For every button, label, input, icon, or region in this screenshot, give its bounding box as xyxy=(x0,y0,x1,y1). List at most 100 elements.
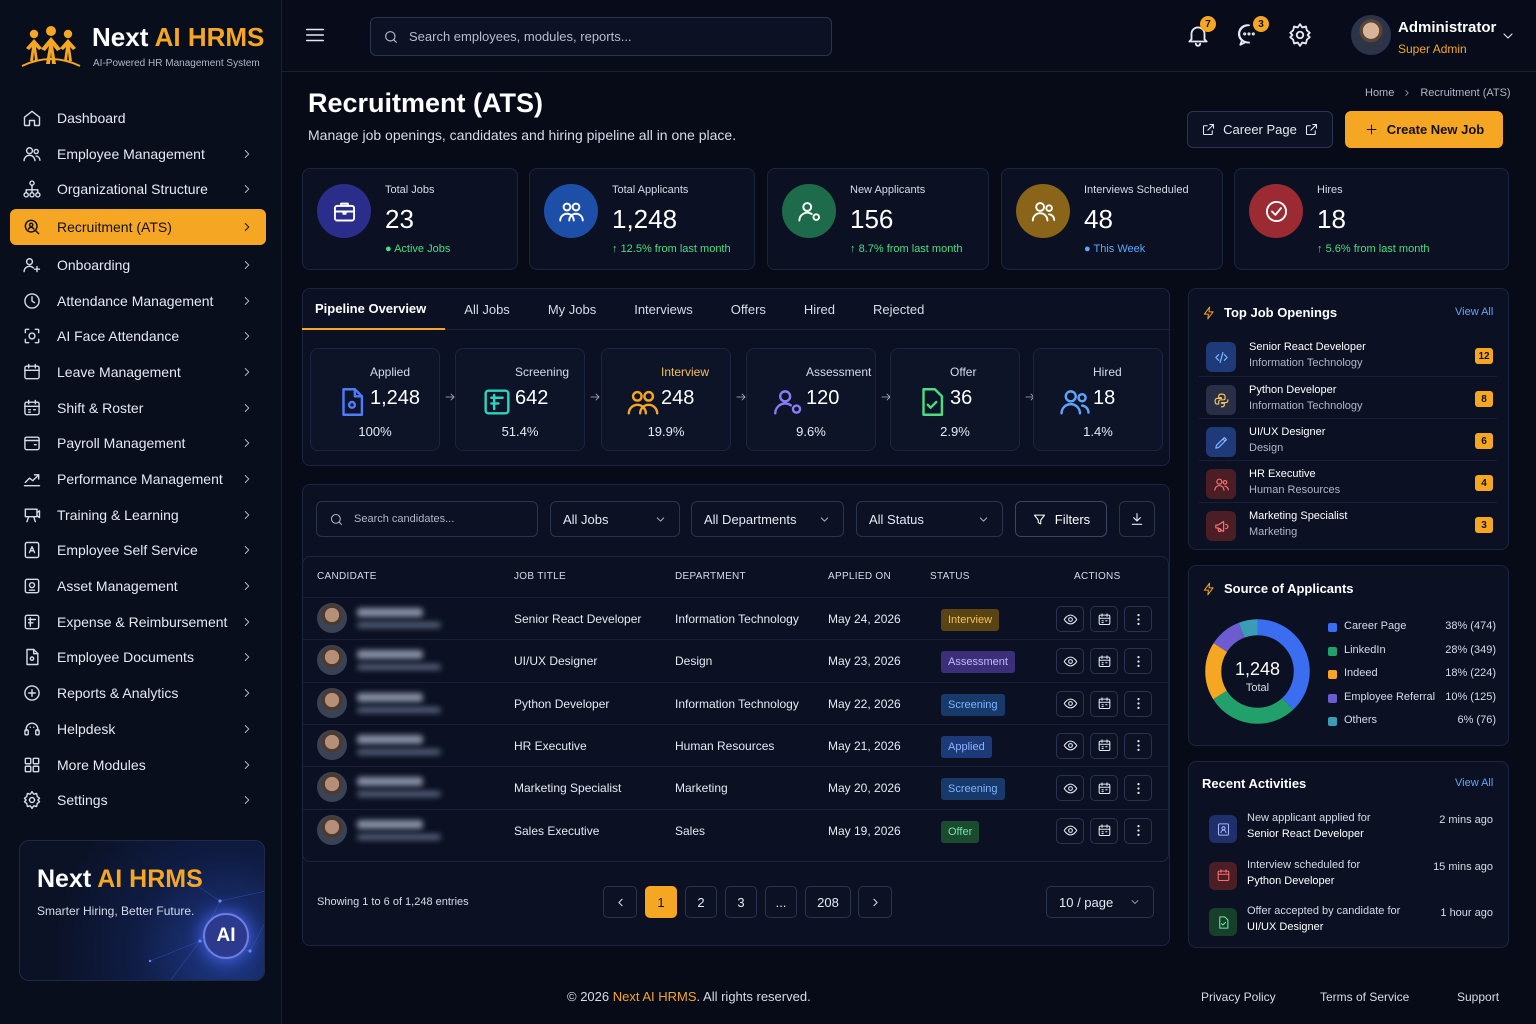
activities-view-all-link[interactable]: View All xyxy=(1455,777,1494,789)
sidebar-item-more-modules[interactable]: More Modules xyxy=(10,747,266,783)
sidebar-item-employee-self-service[interactable]: Employee Self Service xyxy=(10,533,266,569)
view-candidate-button[interactable] xyxy=(1056,648,1084,675)
pipeline-stage-hired[interactable]: Hired 18 1.4% xyxy=(1033,348,1163,451)
tab-pipeline-overview[interactable]: Pipeline Overview xyxy=(302,288,446,330)
tab-interviews[interactable]: Interviews xyxy=(634,301,693,317)
sidebar-item-ai-face-attendance[interactable]: AI Face Attendance xyxy=(10,318,266,354)
terms-of-service-link[interactable]: Terms of Service xyxy=(1320,990,1410,1004)
table-row[interactable]: Python Developer Information Technology Ma… xyxy=(303,681,1169,724)
filters-button[interactable]: Filters xyxy=(1015,501,1107,537)
view-candidate-button[interactable] xyxy=(1056,775,1084,802)
chat-icon[interactable] xyxy=(1236,22,1262,48)
page-button[interactable]: 3 xyxy=(725,886,757,918)
table-row[interactable]: Senior React Developer Information Techno… xyxy=(303,597,1169,639)
tab-rejected[interactable]: Rejected xyxy=(873,301,925,317)
sidebar-item-employee-documents[interactable]: Employee Documents xyxy=(10,640,266,676)
view-candidate-button[interactable] xyxy=(1056,732,1084,759)
more-actions-button[interactable] xyxy=(1124,817,1152,844)
top-job-item[interactable]: UI/UX Designer Design 6 xyxy=(1199,418,1497,459)
download-button[interactable] xyxy=(1119,501,1155,537)
pipeline-stage-applied[interactable]: Applied 1,248 100% xyxy=(310,348,440,451)
schedule-interview-button[interactable] xyxy=(1090,690,1118,717)
top-job-item[interactable]: HR Executive Human Resources 4 xyxy=(1199,460,1497,501)
pipeline-stage-interview[interactable]: Interview 248 19.9% xyxy=(601,348,731,451)
departments-select[interactable]: All Departments xyxy=(691,501,844,537)
sidebar-item-reports-analytics[interactable]: Reports & Analytics xyxy=(10,675,266,711)
top-jobs-view-all-link[interactable]: View All xyxy=(1455,306,1494,318)
user-name[interactable]: Administrator xyxy=(1398,19,1497,36)
view-candidate-button[interactable] xyxy=(1056,606,1084,632)
schedule-interview-button[interactable] xyxy=(1090,606,1118,632)
tab-my-jobs[interactable]: My Jobs xyxy=(547,301,597,317)
top-job-item[interactable]: Marketing Specialist Marketing 3 xyxy=(1199,502,1497,543)
sidebar-item-asset-management[interactable]: Asset Management xyxy=(10,568,266,604)
kpi-card: New Applicants 156 ↑ 8.7% from last month xyxy=(767,168,989,270)
table-row[interactable]: Marketing Specialist Marketing May 20, 202… xyxy=(303,766,1169,808)
more-actions-button[interactable] xyxy=(1124,606,1152,632)
sidebar-item-helpdesk[interactable]: Helpdesk xyxy=(10,711,266,747)
more-actions-button[interactable] xyxy=(1124,775,1152,802)
sidebar-item-expense-reimbursement[interactable]: Expense & Reimbursement xyxy=(10,604,266,640)
user-avatar[interactable] xyxy=(1351,15,1391,55)
support-link[interactable]: Support xyxy=(1457,990,1500,1004)
activity-item[interactable]: Interview scheduled for Python Developer 1… xyxy=(1199,857,1497,901)
page-button[interactable]: 208 xyxy=(805,886,851,918)
career-page-button[interactable]: Career Page xyxy=(1187,111,1333,148)
view-candidate-button[interactable] xyxy=(1056,690,1084,717)
privacy-policy-link[interactable]: Privacy Policy xyxy=(1201,990,1276,1004)
candidate-search-input[interactable]: Search candidates... xyxy=(316,501,538,537)
activity-item[interactable]: Offer accepted by candidate for UI/UX Des… xyxy=(1199,903,1497,947)
tab-hired[interactable]: Hired xyxy=(803,301,835,317)
per-page-select[interactable]: 10 / page xyxy=(1046,886,1154,918)
sidebar-item-training-learning[interactable]: Training & Learning xyxy=(10,497,266,533)
brand-logo[interactable]: Next AI HRMS AI-Powered HR Management Sy… xyxy=(20,20,264,72)
hamburger-menu-icon[interactable] xyxy=(304,24,326,46)
page-button[interactable]: 1 xyxy=(645,886,677,918)
page-button[interactable]: ... xyxy=(765,886,797,918)
tab-offers[interactable]: Offers xyxy=(730,301,766,317)
more-actions-button[interactable] xyxy=(1124,648,1152,675)
sidebar-item-payroll-management[interactable]: Payroll Management xyxy=(10,426,266,462)
table-row[interactable]: HR Executive Human Resources May 21, 2026 A… xyxy=(303,723,1169,766)
top-job-item[interactable]: Python Developer Information Technology 8 xyxy=(1199,376,1497,417)
schedule-interview-button[interactable] xyxy=(1090,732,1118,759)
table-row[interactable]: Sales Executive Sales May 19, 2026 Offer xyxy=(303,808,1169,851)
gear-icon[interactable] xyxy=(1287,22,1313,48)
sidebar-item-settings[interactable]: Settings xyxy=(10,782,266,818)
activity-item[interactable]: New applicant applied for Senior React De… xyxy=(1199,810,1497,854)
next-page-button[interactable] xyxy=(858,886,892,918)
pipeline-stage-screening[interactable]: Screening 642 51.4% xyxy=(455,348,585,451)
chevron-down-icon[interactable] xyxy=(1500,28,1516,44)
schedule-interview-button[interactable] xyxy=(1090,817,1118,844)
schedule-interview-button[interactable] xyxy=(1090,775,1118,802)
sidebar-item-label: Helpdesk xyxy=(57,720,116,737)
sidebar-item-attendance-management[interactable]: Attendance Management xyxy=(10,283,266,319)
top-job-item[interactable]: Senior React Developer Information Techno… xyxy=(1199,334,1497,375)
sidebar-item-dashboard[interactable]: Dashboard xyxy=(10,100,266,136)
job-title-cell: Marketing Specialist xyxy=(514,781,622,796)
global-search-input[interactable]: Search employees, modules, reports... xyxy=(370,17,832,56)
sidebar-item-performance-management[interactable]: Performance Management xyxy=(10,461,266,497)
sidebar-item-onboarding[interactable]: Onboarding xyxy=(10,247,266,283)
jobs-select[interactable]: All Jobs xyxy=(550,501,680,537)
sidebar-item-employee-management[interactable]: Employee Management xyxy=(10,136,266,172)
sidebar-item-organizational-structure[interactable]: Organizational Structure xyxy=(10,171,266,207)
more-actions-button[interactable] xyxy=(1124,732,1152,759)
page-button[interactable]: 2 xyxy=(685,886,717,918)
sidebar-item-recruitment-ats[interactable]: Recruitment (ATS) xyxy=(10,209,266,246)
pipeline-stage-offer[interactable]: Offer 36 2.9% xyxy=(890,348,1020,451)
more-actions-button[interactable] xyxy=(1124,690,1152,717)
more-vertical-icon xyxy=(1136,740,1140,752)
eye-icon xyxy=(1063,698,1077,709)
view-candidate-button[interactable] xyxy=(1056,817,1084,844)
sidebar-item-leave-management[interactable]: Leave Management xyxy=(10,354,266,390)
breadcrumb-home[interactable]: Home xyxy=(1365,87,1395,99)
status-select[interactable]: All Status xyxy=(856,501,1003,537)
sidebar-item-shift-roster[interactable]: Shift & Roster xyxy=(10,390,266,426)
pipeline-stage-assessment[interactable]: Assessment 120 9.6% xyxy=(746,348,876,451)
table-row[interactable]: UI/UX Designer Design May 23, 2026 Assessme… xyxy=(303,639,1169,681)
create-new-job-button[interactable]: Create New Job xyxy=(1345,111,1503,148)
schedule-interview-button[interactable] xyxy=(1090,648,1118,675)
prev-page-button[interactable] xyxy=(603,886,637,918)
tab-all-jobs[interactable]: All Jobs xyxy=(464,301,510,317)
